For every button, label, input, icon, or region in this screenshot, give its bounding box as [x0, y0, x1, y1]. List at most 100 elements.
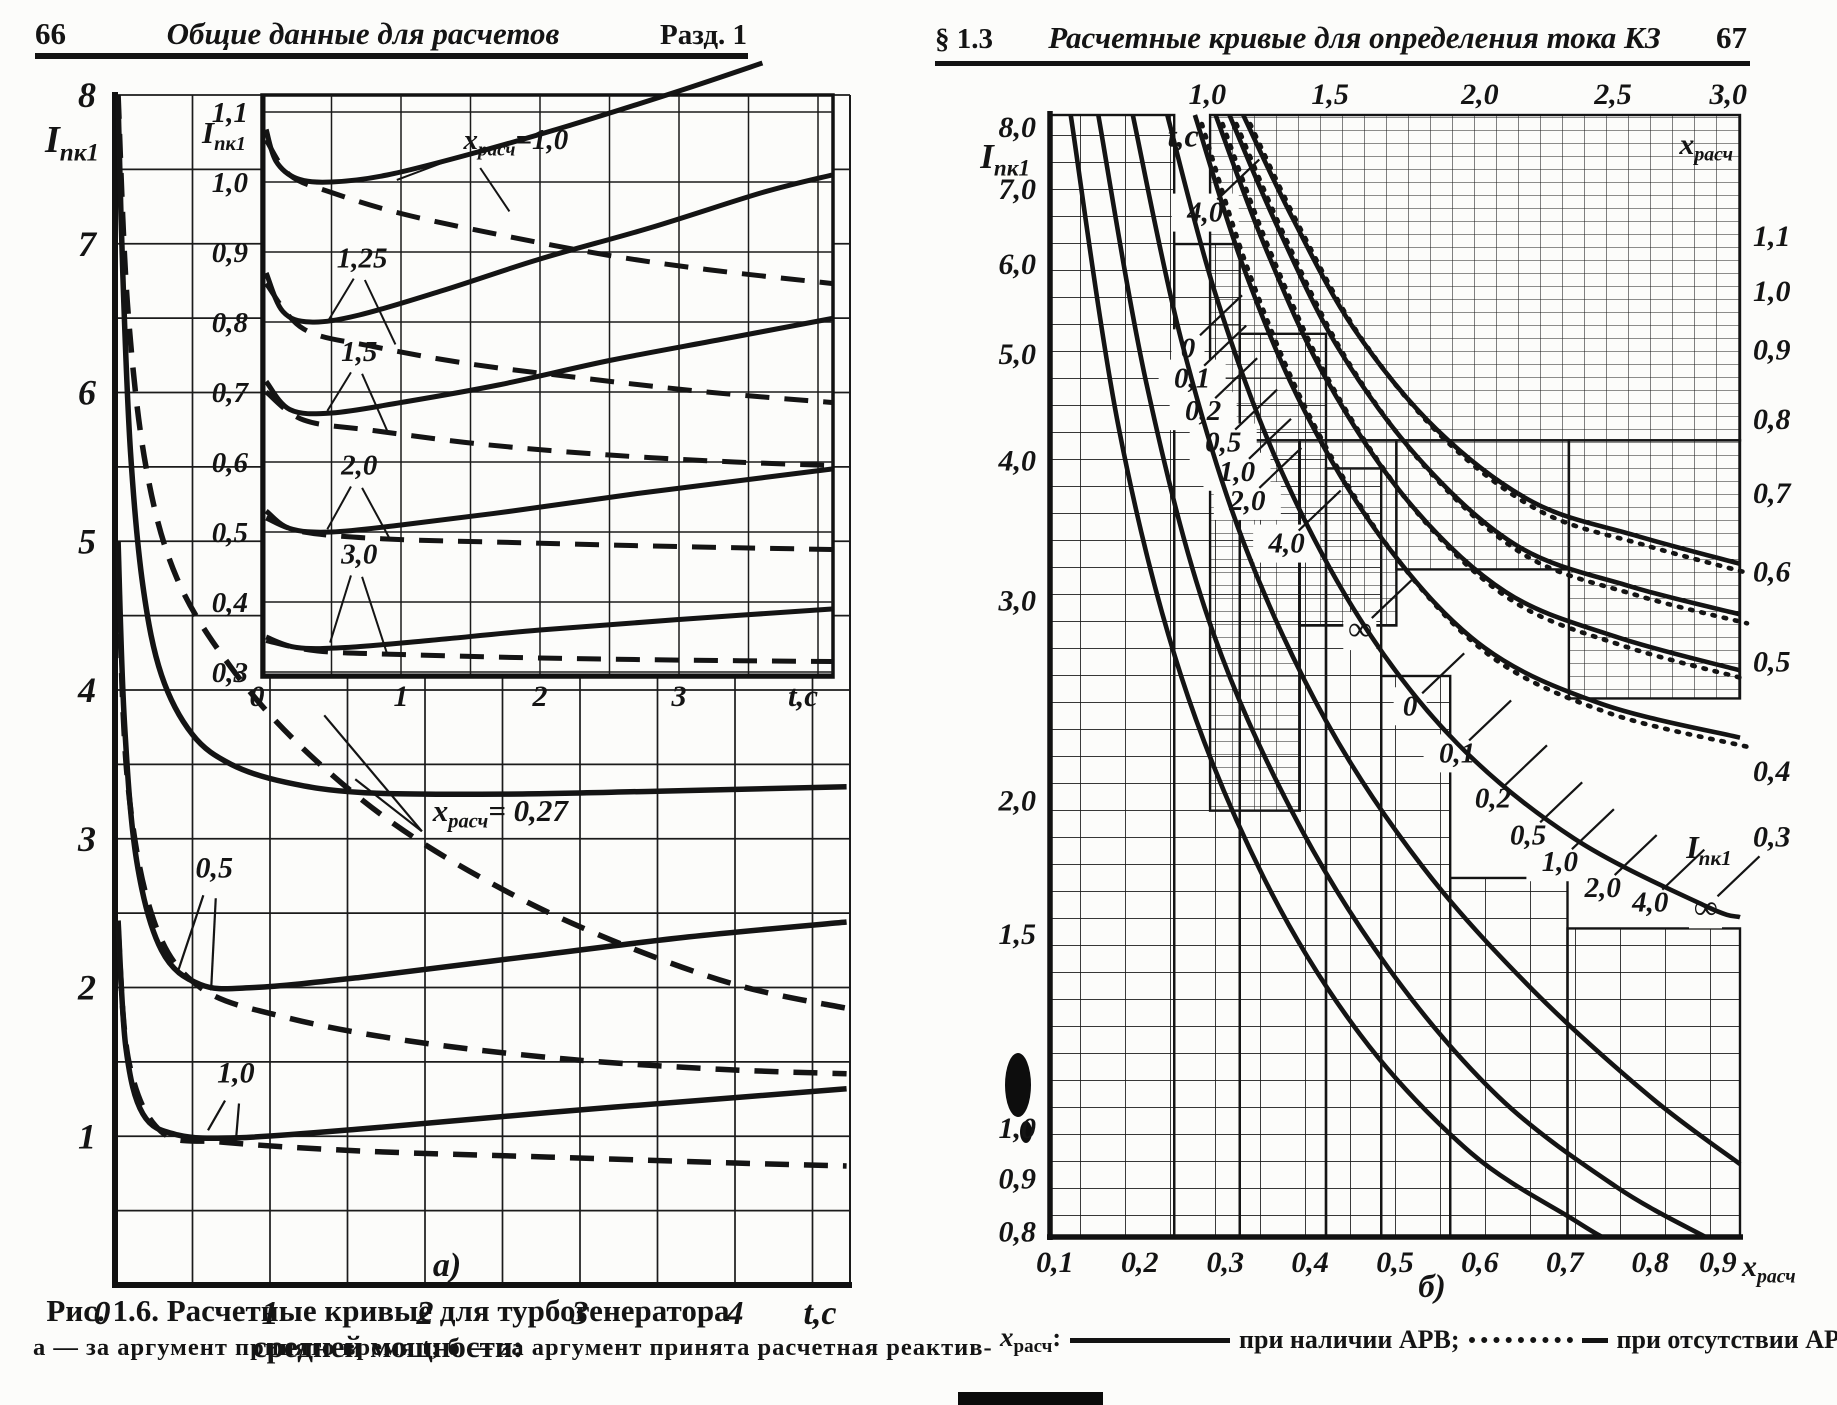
curve-label: 2,0	[1584, 872, 1621, 904]
bottom-tick-label: 0,7	[1546, 1246, 1585, 1279]
left-axis-label: Iпк1	[979, 137, 1030, 181]
inset-y-tick-label: 1,0	[212, 167, 248, 199]
label-leader	[1613, 834, 1658, 876]
bottom-tick-label: 0,4	[1291, 1246, 1329, 1279]
inset-frame	[260, 93, 835, 679]
curve	[265, 638, 832, 664]
top-tick-label: 2,5	[1593, 78, 1632, 111]
label-leader	[207, 1100, 227, 1131]
inset-y-tick-label: 0,5	[212, 517, 248, 549]
y-tick-label: 1	[78, 1116, 96, 1156]
label-leader	[1258, 447, 1303, 489]
x-tick-label: 0	[94, 1295, 111, 1332]
label-leader	[210, 898, 217, 991]
curve	[264, 138, 833, 286]
curve-label: t,с	[1168, 117, 1199, 153]
x-axis-label: t,с	[803, 1295, 836, 1332]
bottom-tick-label: 0,8	[1632, 1246, 1670, 1279]
y-tick-label: 6	[78, 373, 96, 413]
legend-solid-label: при наличии АРВ;	[1239, 1325, 1460, 1355]
grid-patch-coarse	[1566, 927, 1742, 1239]
right-tick-label: 0,5	[1753, 645, 1791, 678]
legend-x-symbol: xрасч:	[1000, 1322, 1062, 1358]
curve-label: 2,0	[340, 450, 377, 482]
left-header-rule	[35, 53, 748, 59]
curve-label: ∞	[1693, 889, 1717, 926]
inset-x-tick-label: 0	[250, 680, 265, 713]
curve-label: 0,1	[1439, 737, 1475, 769]
left-tick-label: 7,0	[999, 173, 1037, 206]
curve	[115, 920, 847, 1142]
curve-label: 0,5	[1510, 819, 1546, 851]
curve-label: 0,5	[195, 851, 233, 884]
curve	[115, 555, 847, 1077]
curve-label: xрасч= 0,27	[432, 793, 570, 833]
label-leader	[177, 894, 205, 970]
curve-label: 4,0	[1268, 528, 1305, 560]
left-tick-label: 2,0	[998, 784, 1037, 817]
right-section-label: § 1.3	[935, 23, 993, 55]
right-tick-label: 0,9	[1753, 333, 1791, 366]
right-tick-label: 1,1	[1753, 220, 1791, 253]
curve-label: xрасч=1,0	[463, 124, 569, 160]
label-leader	[329, 575, 352, 643]
inset-x-tick-label: 2	[532, 680, 548, 713]
right-page-header: § 1.3 Расчетные кривые для определения т…	[935, 20, 1747, 56]
curve	[1165, 114, 1741, 920]
label-leader	[479, 167, 511, 212]
right-tick-label: 0,6	[1753, 556, 1791, 589]
inset-y-axis-label: Iпк1	[201, 115, 246, 155]
curve	[264, 390, 832, 468]
top-tick-label: 1,0	[1189, 78, 1227, 111]
curve-label: 2,0	[1228, 485, 1265, 517]
label-leader	[326, 371, 352, 412]
label-leader	[1421, 652, 1465, 695]
figure-caption-subtitle: а — за аргумент принято время t; б — за …	[33, 1334, 993, 1361]
subfigure-label-a: а)	[433, 1247, 461, 1284]
curve-label: 0,2	[1185, 395, 1221, 427]
left-tick-label: 0,8	[999, 1215, 1037, 1248]
label-leader	[361, 576, 389, 655]
inset-y-tick-label: 0,7	[212, 377, 250, 409]
right-tick-label: 0,7	[1753, 477, 1792, 510]
bottom-axis-label: xрасч	[1741, 1250, 1796, 1288]
x-tick-label: 3	[571, 1295, 589, 1332]
inset-chart: 1,1 1,0 0,9 0,8 0,7 0,6 0,5 0,4 0,30 1 2 3 Iпк1 t,с xр…	[201, 60, 835, 713]
y-tick-label: 8	[78, 75, 96, 115]
curve-label: 3,0	[340, 539, 377, 571]
top-axis-label: xрасч	[1678, 128, 1733, 166]
curve	[265, 515, 832, 552]
label-leader	[234, 1103, 241, 1141]
curve-label: 4,0	[1186, 197, 1223, 229]
bottom-tick-label: 0,3	[1207, 1246, 1245, 1279]
label-leader	[1504, 744, 1548, 787]
label-leader	[363, 279, 397, 345]
grid-patch-coarse	[1448, 876, 1569, 1239]
right-running-title: Расчетные кривые для определения тока КЗ	[1048, 20, 1661, 55]
label-leader	[327, 278, 355, 321]
x-tick-label: 2	[416, 1295, 434, 1332]
curve-dotted	[1247, 121, 1750, 576]
right-header-rule	[935, 61, 1750, 66]
label-leader	[1203, 324, 1247, 367]
top-tick-label: 2,0	[1460, 78, 1499, 111]
bottom-tick-label: 0,9	[1699, 1246, 1737, 1279]
curve	[263, 60, 764, 185]
top-tick-label: 3,0	[1709, 78, 1748, 111]
legend-dash-sample	[1581, 1337, 1608, 1343]
y-tick-label: 3	[77, 819, 96, 859]
inset-x-tick-label: 1	[394, 680, 409, 713]
left-tick-label: 8,0	[999, 111, 1037, 144]
left-page-number: 66	[35, 16, 66, 51]
ink-blot	[1005, 1053, 1031, 1117]
inset-y-tick-label: 0,9	[212, 237, 248, 269]
label-leader	[323, 714, 423, 833]
legend-dotted-label: при отсутствии АРВ	[1616, 1325, 1837, 1355]
label-leader	[361, 373, 389, 431]
curve	[264, 466, 833, 535]
left-tick-label: 0,9	[999, 1163, 1037, 1196]
left-running-title: Общие данные для расчетов	[166, 16, 560, 51]
label-leader	[1234, 388, 1278, 431]
curve-label: 1,0	[1219, 456, 1255, 488]
